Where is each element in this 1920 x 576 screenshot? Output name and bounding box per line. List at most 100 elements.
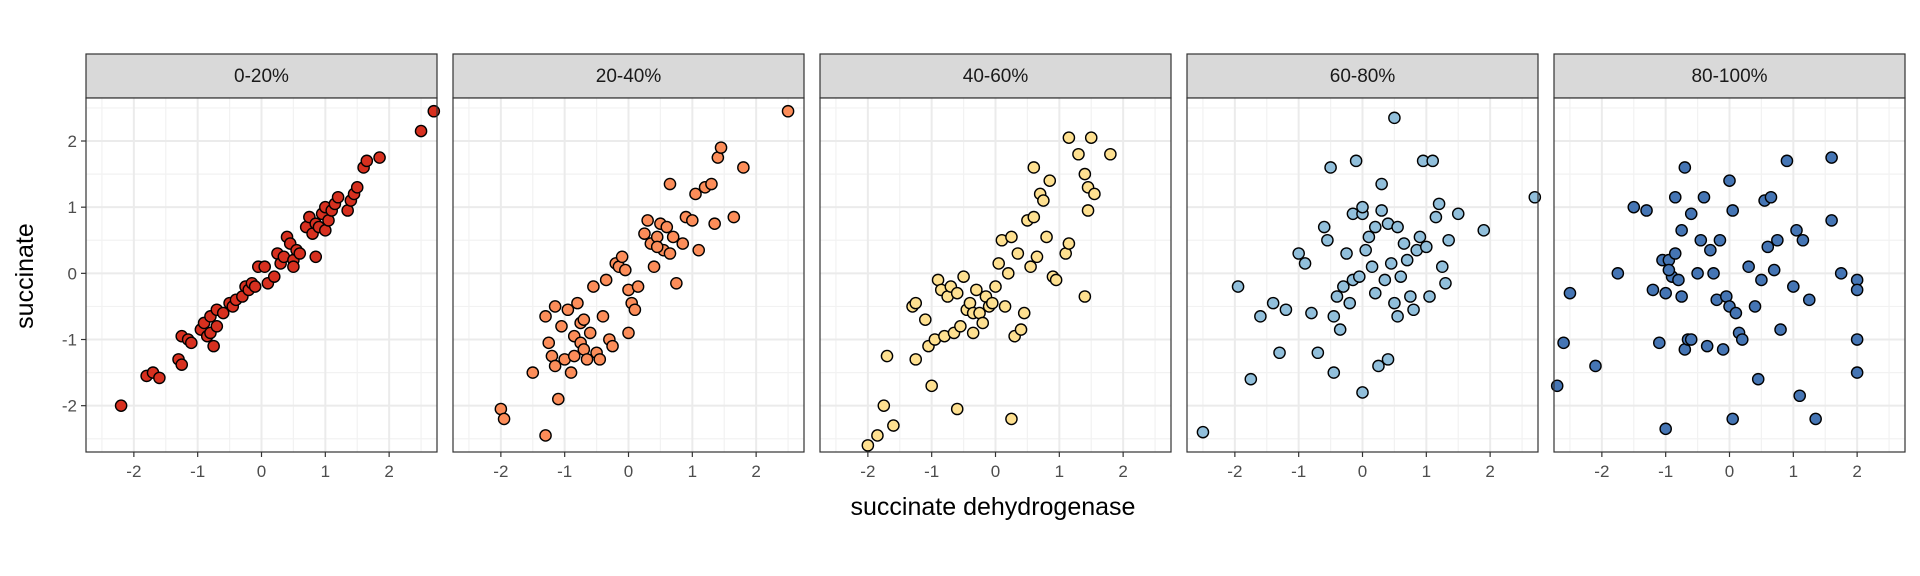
data-point: [1397, 237, 1411, 250]
y-tick-label: -2: [62, 397, 77, 416]
data-point: [1432, 197, 1446, 211]
y-axis-label: succinate: [11, 223, 39, 329]
data-point: [1825, 214, 1838, 227]
data-point: [1707, 267, 1720, 280]
data-point: [331, 190, 345, 204]
y-tick-label: 0: [68, 264, 77, 283]
data-point: [992, 257, 1005, 270]
data-point: [737, 161, 750, 174]
data-point: [1365, 260, 1379, 274]
facet-strip: [452, 53, 805, 99]
data-point: [1611, 267, 1625, 280]
data-point: [1400, 253, 1414, 267]
data-point: [153, 371, 166, 385]
data-point: [1659, 286, 1672, 300]
data-point: [1327, 366, 1341, 379]
data-point: [871, 429, 884, 442]
data-point: [1049, 273, 1063, 287]
data-point: [1353, 270, 1366, 283]
data-point: [1755, 273, 1768, 287]
data-point: [1751, 372, 1765, 386]
data-point: [1589, 359, 1602, 373]
data-point: [1723, 174, 1736, 188]
data-point: [1391, 310, 1404, 323]
data-point: [1748, 300, 1762, 313]
data-point: [1359, 243, 1372, 257]
data-point: [1713, 233, 1727, 247]
facet-strip-label: 0-20%: [234, 66, 289, 87]
data-point: [539, 310, 552, 323]
x-tick-label: -1: [924, 462, 939, 481]
data-point: [1078, 290, 1092, 303]
data-point: [1850, 333, 1864, 346]
data-point: [1356, 386, 1369, 399]
data-point: [267, 270, 281, 283]
data-point: [1451, 207, 1465, 221]
x-tick-label: 0: [257, 462, 266, 481]
x-tick-label: 1: [688, 462, 697, 481]
data-point: [692, 243, 706, 257]
data-point: [1429, 210, 1443, 224]
data-point: [1327, 310, 1341, 323]
data-point: [1017, 306, 1031, 320]
data-point: [414, 124, 428, 138]
data-point: [596, 310, 610, 323]
data-point: [1684, 207, 1698, 221]
x-tick-label: 0: [991, 462, 1000, 481]
data-point: [1011, 247, 1025, 260]
data-point: [1196, 425, 1210, 439]
data-point: [1343, 296, 1357, 310]
data-point: [373, 151, 386, 164]
data-point: [861, 439, 875, 452]
facet-panel: 20-40% -2 -1 0 1 2: [452, 53, 805, 481]
data-point: [293, 247, 307, 260]
facet-panel: 80-100% -2 -1 0 1 2: [1550, 53, 1906, 481]
data-point: [1391, 220, 1404, 234]
data-point: [571, 296, 584, 310]
data-point: [587, 280, 600, 293]
data-point: [666, 230, 680, 244]
data-point: [207, 339, 220, 353]
data-point: [1062, 237, 1076, 250]
x-tick-label: 1: [1789, 462, 1798, 481]
data-point: [1550, 379, 1564, 393]
data-point: [1081, 204, 1095, 217]
data-point: [647, 260, 661, 274]
data-point: [114, 399, 128, 412]
data-point: [1697, 190, 1711, 204]
data-point: [1384, 257, 1398, 270]
x-tick-label: -1: [190, 462, 205, 481]
data-point: [1774, 323, 1787, 336]
data-point: [1030, 250, 1044, 264]
data-point: [1298, 257, 1312, 270]
data-point: [1024, 260, 1037, 274]
data-point: [957, 270, 970, 283]
x-tick-label: -1: [557, 462, 572, 481]
data-point: [1279, 303, 1293, 317]
x-tick-label: -2: [1227, 462, 1242, 481]
data-point: [1368, 220, 1382, 234]
data-point: [1646, 283, 1660, 297]
data-point: [1317, 220, 1331, 234]
data-point: [1834, 267, 1848, 280]
data-point: [689, 187, 702, 201]
data-point: [1388, 111, 1401, 125]
data-point: [1675, 224, 1688, 237]
data-point: [555, 319, 568, 333]
data-point: [539, 429, 552, 442]
data-point: [248, 280, 262, 293]
data-point: [1796, 233, 1810, 247]
data-point: [998, 300, 1012, 313]
data-point: [1040, 230, 1053, 244]
data-point: [1704, 243, 1717, 257]
data-point: [1266, 296, 1280, 310]
data-point: [986, 296, 999, 310]
data-point: [1426, 154, 1439, 168]
data-point: [1678, 161, 1692, 174]
data-point: [1368, 286, 1382, 300]
data-point: [1062, 131, 1076, 145]
data-point: [1333, 323, 1347, 336]
data-point: [1442, 233, 1455, 247]
data-point: [1104, 147, 1117, 161]
